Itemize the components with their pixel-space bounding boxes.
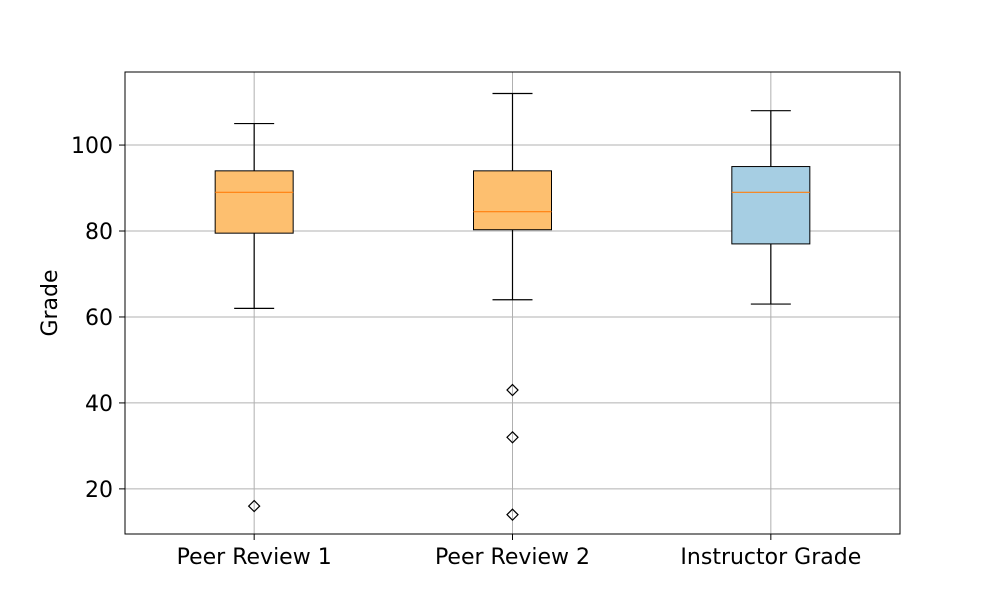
x-tick-label: Peer Review 2: [435, 545, 590, 570]
outlier-point: [506, 383, 519, 397]
box-group: [731, 110, 811, 305]
outlier-point: [247, 499, 261, 513]
outlier-point: [506, 430, 519, 444]
x-tick-label: Peer Review 1: [177, 545, 332, 570]
y-tick-label: 100: [71, 134, 113, 159]
box-body: [214, 170, 294, 234]
y-tick-label: 80: [85, 220, 113, 245]
y-tick-label: 60: [85, 306, 113, 331]
y-tick-label: 40: [85, 392, 113, 417]
y-axis-label: Grade: [38, 269, 63, 336]
box-series: [214, 92, 811, 522]
outlier-point: [506, 508, 519, 522]
y-tick-label: 20: [85, 478, 113, 503]
y-axis-ticks: 20 40 60 80 100: [71, 134, 125, 503]
box-group: [214, 122, 294, 513]
x-tick-label: Instructor Grade: [680, 545, 861, 570]
x-axis-ticks: Peer Review 1 Peer Review 2 Instructor Gra…: [177, 534, 861, 570]
box-group: [473, 92, 552, 522]
box-body: [731, 166, 811, 245]
box-body: [473, 170, 552, 231]
